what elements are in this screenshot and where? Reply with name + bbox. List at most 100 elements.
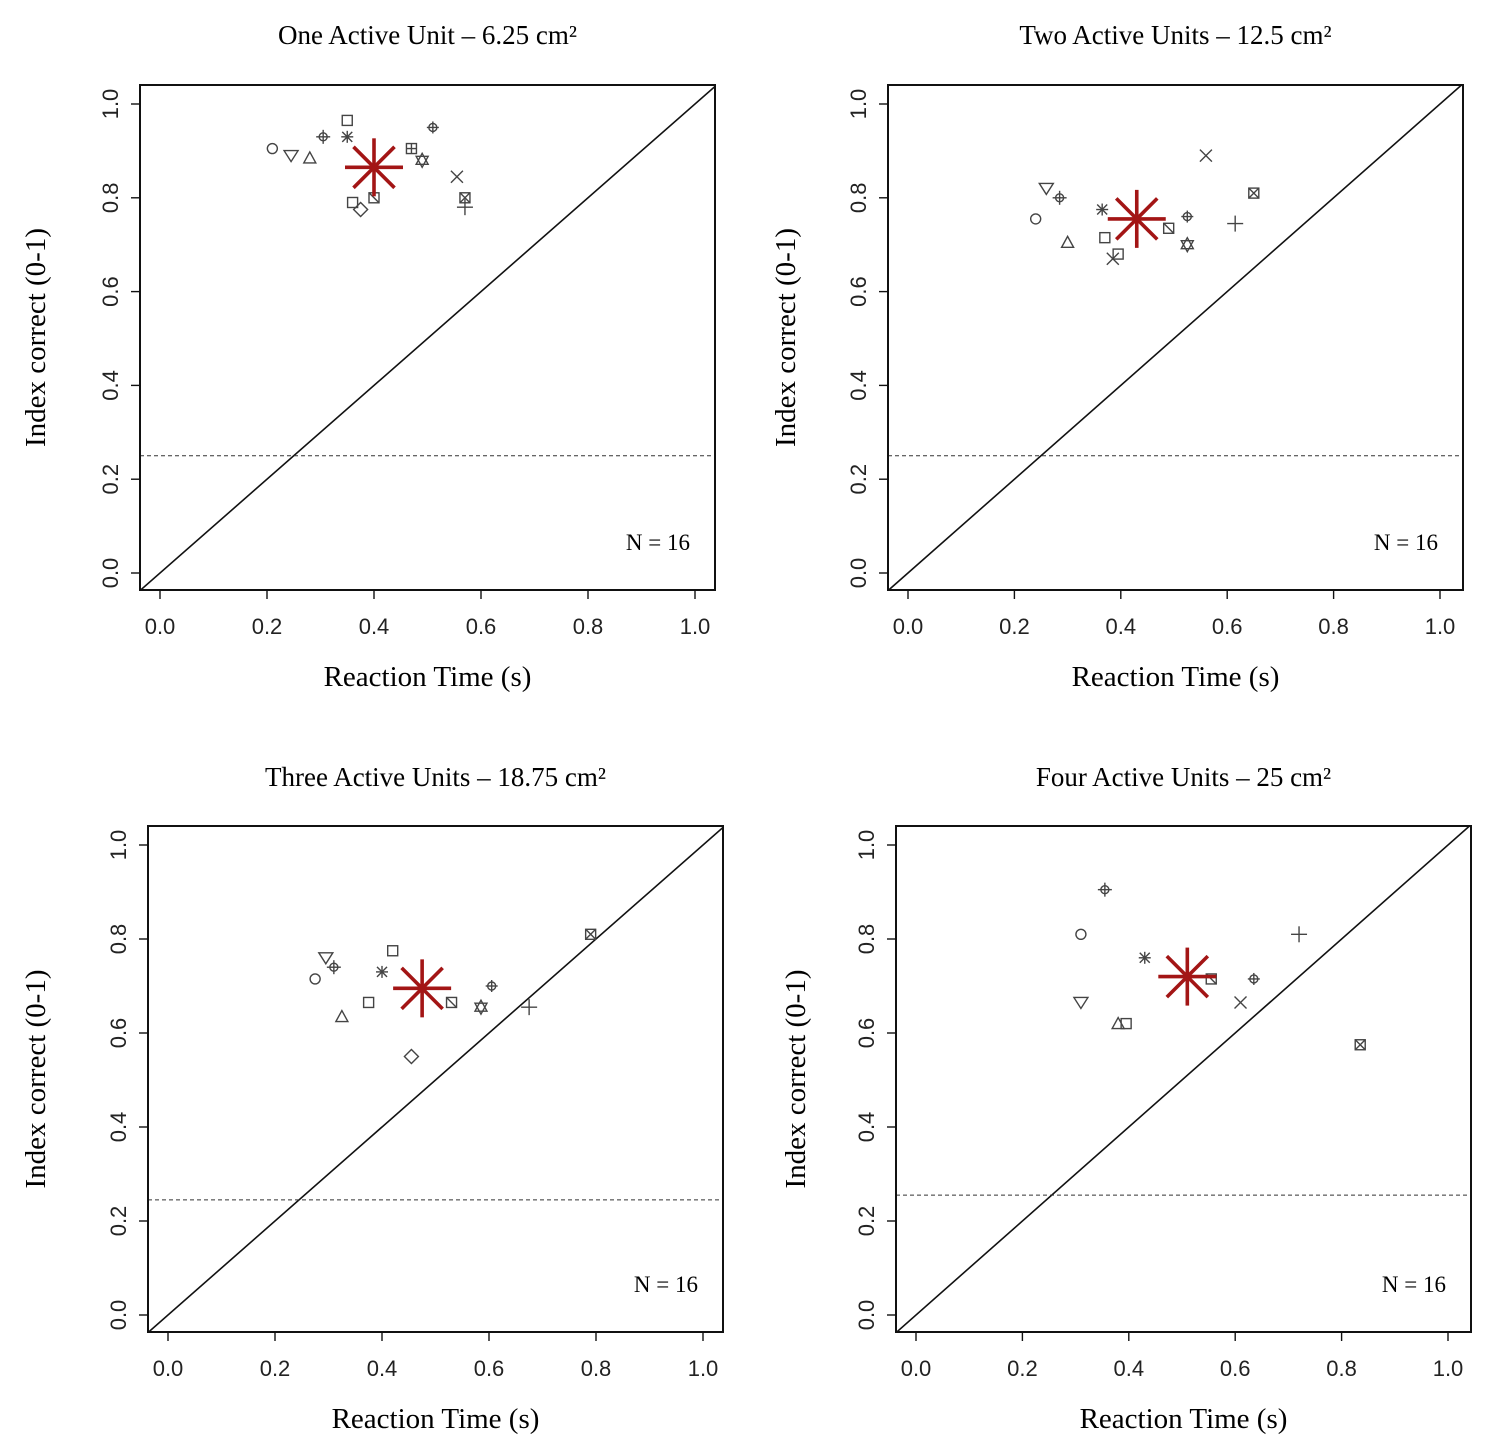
data-point [341,130,354,143]
x-tick-label: 0.0 [893,614,924,639]
x-tick-label: 1.0 [1433,1356,1464,1381]
data-point [334,1009,350,1023]
y-tick-label: 0.8 [854,924,879,955]
data-point [445,996,458,1009]
diagonal-line [888,85,1463,590]
y-tick-label: 0.6 [98,276,123,307]
x-tick-label: 1.0 [688,1356,719,1381]
panel-title: One Active Unit – 6.25 cm² [278,20,577,50]
data-point [387,945,399,957]
data-point [1029,213,1042,225]
data-point [1247,972,1260,985]
y-tick-label: 0.2 [98,464,123,495]
data-point [317,952,335,966]
x-tick-label: 1.0 [680,614,711,639]
plot-frame [139,84,716,591]
scatter-panel-4: Four Active Units – 25 cm² 0.0 0.2 0.4 0.6 0.… [780,762,1472,1435]
x-tick-label: 0.2 [260,1356,291,1381]
data-point [473,998,489,1016]
y-tick-label: 0.2 [854,1206,879,1237]
data-point [1120,1017,1132,1030]
y-tick-label: 0.6 [846,276,871,307]
mean-marker [393,959,452,1018]
y-tick-label: 1.0 [854,830,879,861]
y-tick-label: 1.0 [98,89,123,120]
y-tick-label: 0.0 [846,558,871,589]
y-axis-label: Index correct (0-1) [770,228,802,447]
y-tick-label: 1.0 [106,830,131,861]
y-tick-label: 0.2 [106,1206,131,1237]
y-tick-label: 0.4 [846,370,871,401]
data-point [302,150,317,164]
diagonal-line [148,826,723,1332]
x-tick-label: 0.8 [1318,614,1349,639]
x-tick-label: 0.8 [573,614,604,639]
scatter-panel-2: Two Active Units – 12.5 cm² 0.0 0.2 0.4 0.6 0… [770,20,1464,693]
data-point [1227,215,1244,232]
y-tick-label: 0.8 [846,183,871,214]
data-point [1181,210,1194,223]
y-axis-label: Index correct (0-1) [20,228,52,447]
x-tick-label: 0.6 [466,614,497,639]
data-point [266,142,279,155]
y-axis-label: Index correct (0-1) [780,970,812,1189]
y-tick-label: 0.4 [98,370,123,401]
x-tick-label: 0.8 [1326,1356,1357,1381]
plot-frame [895,825,1472,1333]
data-point [1072,996,1090,1010]
diagonal-line [140,85,715,590]
scatter-panel-3: Three Active Units – 18.75 cm² 0.0 0.2 0.4 0… [20,762,724,1435]
y-axis-label: Index correct (0-1) [20,970,52,1189]
data-point [376,965,388,978]
y-tick-label: 0.8 [106,924,131,955]
x-tick-label: 0.4 [367,1356,398,1381]
panel-title: Three Active Units – 18.75 cm² [265,762,606,792]
y-tick-label: 0.6 [106,1018,131,1049]
y-tick-label: 0.6 [854,1018,879,1049]
x-tick-label: 0.6 [474,1356,505,1381]
x-axis-label: Reaction Time (s) [1080,1403,1288,1435]
x-tick-label: 0.4 [1114,1356,1145,1381]
x-tick-label: 1.0 [1425,614,1456,639]
y-tick-label: 1.0 [846,89,871,120]
data-point [1099,231,1111,244]
data-point [1162,222,1175,234]
x-axis-label: Reaction Time (s) [332,1403,540,1435]
x-tick-label: 0.0 [145,614,176,639]
x-tick-label: 0.2 [999,614,1030,639]
y-tick-label: 0.8 [98,183,123,214]
sample-size-label: N = 16 [634,1272,698,1297]
x-axis-label: Reaction Time (s) [1072,661,1280,693]
data-point [584,928,597,940]
mean-marker [345,138,403,197]
data-point [352,201,369,218]
y-tick-label: 0.4 [854,1112,879,1143]
panel-title: Two Active Units – 12.5 cm² [1019,20,1331,50]
data-point [1097,882,1112,897]
diagonal-line [896,826,1471,1332]
data-point [282,149,300,163]
x-axis-label: Reaction Time (s) [324,661,532,693]
data-point [1180,236,1195,254]
y-tick-label: 0.0 [106,1300,131,1331]
data-point [1354,1039,1366,1051]
x-tick-label: 0.0 [153,1356,184,1381]
data-point [1234,995,1248,1009]
data-point [1052,190,1067,205]
x-tick-label: 0.6 [1220,1356,1251,1381]
x-tick-label: 0.4 [359,614,390,639]
x-tick-label: 0.2 [252,614,283,639]
data-point [326,960,341,975]
data-point [1038,182,1055,196]
y-tick-label: 0.2 [846,464,871,495]
data-point [1248,187,1260,199]
data-point [1075,928,1087,940]
data-point [403,1048,420,1065]
y-tick-label: 0.0 [854,1300,879,1331]
x-tick-label: 0.0 [901,1356,932,1381]
data-point [1199,149,1213,163]
y-tick-label: 0.4 [106,1112,131,1143]
data-point [1112,248,1124,260]
mean-marker [1107,189,1166,248]
